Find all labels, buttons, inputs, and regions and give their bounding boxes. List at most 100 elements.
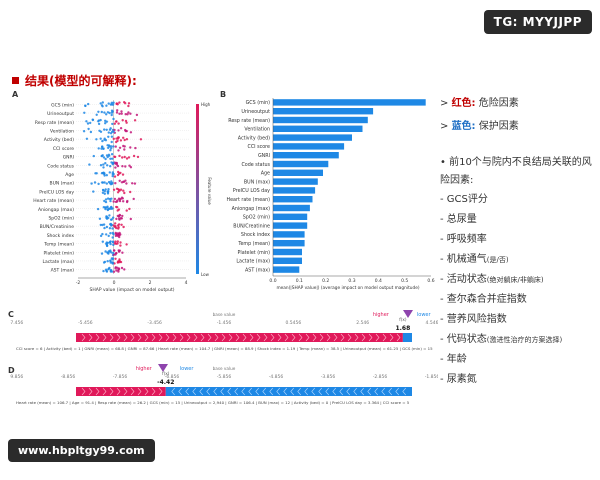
shap-point	[107, 234, 110, 238]
shap-point	[106, 197, 110, 200]
bar-category-label: AST (max)	[245, 267, 270, 273]
shap-point	[105, 241, 109, 244]
shap-point	[132, 154, 136, 158]
shap-point	[100, 110, 104, 114]
force-chevron	[220, 387, 224, 396]
shap-point	[102, 156, 106, 159]
importance-bar	[273, 134, 352, 141]
shap-point	[121, 251, 124, 254]
shap-point	[97, 110, 100, 113]
shap-point	[117, 149, 120, 152]
shap-point	[133, 182, 137, 185]
shap-point	[111, 236, 114, 239]
risk-factor-item: - 代码状态(激进性治疗的方案选择)	[440, 334, 563, 345]
shap-point	[114, 240, 117, 243]
shap-point	[123, 148, 126, 151]
force-chevron	[332, 387, 336, 396]
force-chevron	[130, 333, 135, 342]
shap-point	[136, 155, 140, 159]
importance-bar	[273, 248, 302, 256]
shap-point	[103, 226, 106, 230]
shap-point	[108, 197, 112, 201]
feature-label: Urineoutput	[47, 111, 74, 117]
shap-point	[103, 260, 107, 264]
shap-point	[115, 111, 119, 114]
shap-point	[110, 147, 113, 150]
shap-point	[125, 121, 128, 124]
shap-point	[101, 191, 105, 194]
shap-importance-bar-chart: GCS (min) Urineoutput Resp rate (mean) Vent…	[227, 98, 435, 291]
force-chevron	[340, 333, 345, 342]
shap-point	[100, 104, 104, 107]
shap-point	[105, 269, 108, 272]
shap-point	[112, 252, 115, 255]
shap-point	[109, 149, 112, 152]
x-tick-label: 0.3	[348, 278, 355, 284]
shap-point	[120, 110, 123, 113]
force-chevron	[171, 387, 175, 396]
force-chevron	[304, 387, 308, 396]
shap-point	[83, 111, 86, 114]
shap-point	[85, 137, 89, 140]
shap-point	[115, 217, 118, 221]
force-base-value: base value	[213, 366, 236, 371]
shap-point	[118, 217, 121, 220]
force-chevron	[200, 333, 205, 342]
legend-blue-text: 保护因素	[478, 121, 519, 132]
shap-point	[95, 172, 98, 175]
shap-point	[127, 104, 130, 108]
shap-point	[117, 267, 121, 270]
feature-label: Temp (mean)	[43, 242, 74, 248]
shap-point	[82, 130, 86, 133]
force-chevron	[255, 387, 259, 396]
risk-factor-item: - 尿素氮	[440, 374, 477, 385]
importance-bar	[273, 240, 305, 247]
shap-point	[108, 227, 112, 230]
bar-category-label: CCI score	[247, 144, 270, 150]
force-chevron	[186, 333, 191, 342]
importance-bar	[273, 125, 363, 132]
force-chevron	[130, 387, 135, 396]
feature-label: CCI score	[53, 146, 74, 152]
force-chevron	[109, 333, 114, 342]
shap-point	[110, 111, 114, 114]
shap-point	[117, 136, 120, 139]
x-tick-label: 0.5	[401, 278, 408, 284]
force-chevron	[367, 387, 371, 396]
shap-point	[111, 227, 114, 230]
shap-point	[118, 179, 121, 182]
force-chevron	[151, 333, 156, 342]
force-chevron	[81, 333, 86, 342]
x-tick-label: 0.4	[375, 278, 382, 284]
risk-factor-item: - 查尔森合并症指数	[440, 294, 527, 305]
shap-point	[122, 136, 125, 139]
shap-point	[98, 217, 102, 220]
shap-point	[111, 216, 115, 219]
shap-point	[101, 145, 104, 148]
force-chevron	[137, 387, 142, 396]
shap-point	[101, 101, 105, 104]
force-feature-values: Heart rate (mean) = 106.7 | Age = 91.4 |…	[16, 400, 410, 405]
shap-point	[103, 192, 107, 195]
feature-label: Activity (bed)	[44, 137, 74, 143]
shap-point	[132, 197, 135, 201]
shap-point	[113, 197, 117, 201]
shap-point	[116, 191, 120, 194]
feature-label: AST (max)	[51, 268, 75, 274]
shap-point	[135, 113, 139, 117]
force-chevron	[213, 387, 217, 396]
legend-red-label: 红色:	[451, 98, 476, 109]
shap-point	[112, 145, 115, 148]
shap-point	[108, 171, 112, 174]
shap-point	[105, 244, 109, 248]
force-chevron	[277, 333, 282, 342]
shap-point	[114, 257, 117, 260]
shap-point	[115, 120, 118, 123]
shap-point	[103, 181, 106, 184]
force-chevron	[339, 387, 343, 396]
x-tick-label: 2	[149, 280, 152, 286]
shap-point	[104, 250, 107, 253]
shap-point	[127, 102, 131, 105]
shap-point	[105, 182, 109, 185]
shap-point	[109, 199, 112, 203]
